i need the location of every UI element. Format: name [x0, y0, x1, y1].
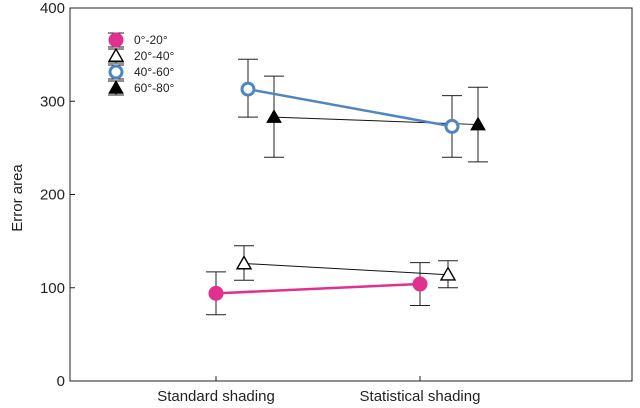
legend-marker: [107, 47, 125, 62]
data-point: [235, 255, 253, 270]
legend-item: 60°-80°: [108, 79, 174, 96]
series-4: [264, 75, 488, 163]
legend-marker: [108, 64, 124, 80]
data-point: [208, 285, 224, 301]
series-1: [206, 262, 430, 316]
series-line: [215, 282, 421, 295]
legend-item: 0°-20°: [108, 32, 168, 48]
data-point: [412, 276, 428, 292]
legend-label: 60°-80°: [134, 81, 174, 95]
data-point: [266, 109, 282, 123]
x-axis-ticks: Standard shading Statistical shading: [157, 376, 480, 405]
axes: 0 100 200 300 400 Standard shading Statistica…: [9, 0, 633, 405]
legend-label: 0°-20°: [134, 33, 168, 47]
data-point: [470, 116, 486, 131]
legend-label: 20°-40°: [134, 49, 174, 63]
series-line: [243, 263, 449, 276]
data-point: [439, 266, 457, 281]
legend-marker: [108, 32, 124, 48]
series-line: [247, 87, 453, 128]
legend-label: 40°-60°: [134, 65, 174, 79]
legend-marker: [108, 79, 124, 94]
series: [206, 58, 488, 316]
y-tick-label: 200: [40, 187, 65, 204]
data-point: [240, 81, 256, 97]
legend: 0°-20° 20°-40° 40°-60° 60°-80°: [107, 32, 174, 96]
legend-item: 40°-60°: [108, 64, 174, 80]
y-tick-label: 100: [40, 280, 65, 297]
y-axis-label: Error area: [9, 164, 26, 232]
y-tick-label: 0: [57, 373, 65, 390]
x-tick-label: Statistical shading: [360, 388, 481, 405]
plot-frame: [69, 7, 633, 382]
series-2: [234, 245, 458, 289]
legend-item: 20°-40°: [107, 47, 174, 64]
y-tick-label: 400: [40, 0, 65, 17]
series-line: [273, 116, 479, 126]
y-tick-label: 300: [40, 93, 65, 110]
y-axis-ticks: 0 100 200 300 400: [40, 0, 75, 390]
x-tick-label: Standard shading: [157, 388, 275, 405]
series-3: [238, 58, 462, 158]
data-point: [444, 118, 460, 134]
